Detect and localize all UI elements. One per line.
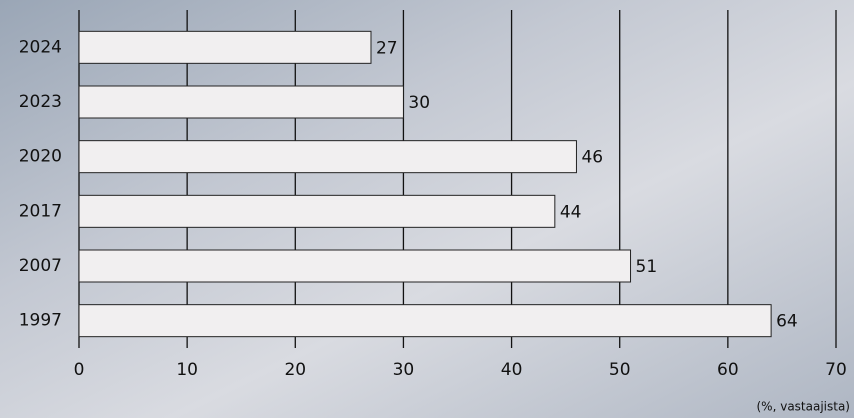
- y-tick-label: 1997: [19, 311, 62, 331]
- y-tick-label: 2020: [19, 147, 62, 167]
- data-label: 64: [776, 312, 798, 332]
- x-tick-label: 10: [176, 360, 198, 380]
- y-tick-label: 2017: [19, 201, 62, 221]
- x-tick-label: 30: [393, 360, 415, 380]
- x-tick-label: 70: [825, 360, 847, 380]
- x-tick-label: 40: [501, 360, 523, 380]
- data-label: 30: [408, 93, 430, 113]
- data-label: 27: [376, 38, 398, 58]
- y-tick-label: 2024: [19, 37, 62, 57]
- x-tick-label: 60: [717, 360, 739, 380]
- x-tick-label: 20: [284, 360, 306, 380]
- y-tick-label: 2007: [19, 256, 62, 276]
- data-label: 51: [636, 257, 658, 277]
- bar: [78, 304, 772, 338]
- bar: [78, 194, 556, 228]
- y-tick-label: 2023: [19, 92, 62, 112]
- bar: [78, 249, 632, 283]
- data-label: 44: [560, 202, 582, 222]
- unit-note: (%, vastaajista): [757, 400, 851, 414]
- bar: [78, 30, 372, 64]
- data-label: 46: [581, 148, 603, 168]
- x-tick-label: 50: [609, 360, 631, 380]
- bar: [78, 85, 404, 119]
- x-tick-label: 0: [74, 360, 85, 380]
- bar: [78, 140, 577, 174]
